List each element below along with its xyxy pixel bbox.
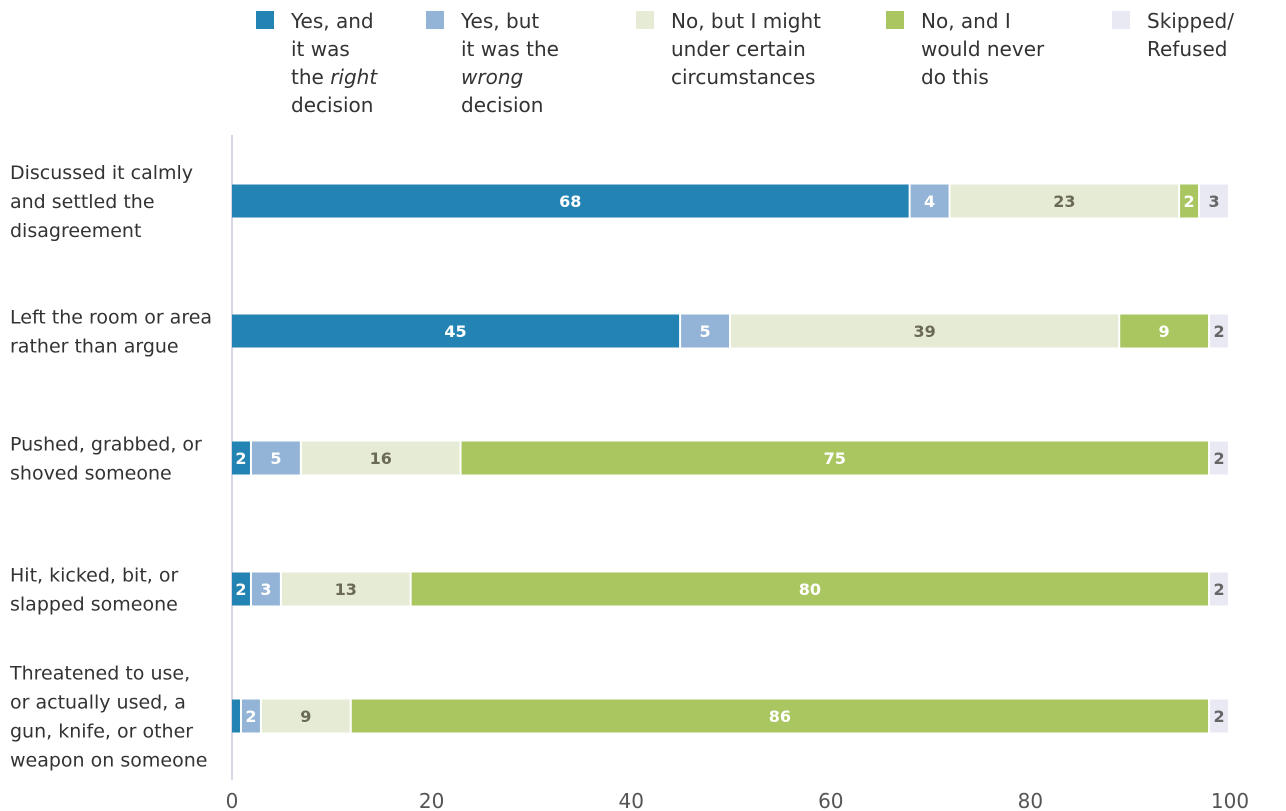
bar-value-label: 4 xyxy=(924,192,935,211)
bar-segment xyxy=(232,314,680,348)
bar-value-label: 75 xyxy=(824,449,846,468)
legend-swatch xyxy=(886,11,904,29)
bar-segment xyxy=(1210,441,1228,475)
legend-item-1: Yes, and it was the right decision xyxy=(256,9,378,117)
category-label-left-the-room-or-area: Left the room or area rather than argue xyxy=(10,307,212,358)
bar-segment xyxy=(351,699,1209,733)
bar-value-label: 3 xyxy=(260,580,271,599)
bar-segment xyxy=(1200,184,1228,218)
bar-value-label: 5 xyxy=(699,322,710,341)
bar-segment xyxy=(232,441,250,475)
bar-value-label: 2 xyxy=(1213,707,1224,726)
bar-value-label: 13 xyxy=(335,580,357,599)
legend-swatch xyxy=(1112,11,1130,29)
bar-value-label: 2 xyxy=(1213,449,1224,468)
x-tick-label: 0 xyxy=(226,789,239,811)
x-tick-label: 100 xyxy=(1211,789,1249,811)
bar-value-label: 68 xyxy=(559,192,581,211)
bar-segment xyxy=(232,699,240,733)
category-label-threatened-to-use: Threatened to use, or actually used, a gun… xyxy=(9,663,207,772)
x-tick-label: 40 xyxy=(618,789,643,811)
bar-value-label: 39 xyxy=(913,322,935,341)
bar-segment xyxy=(281,572,410,606)
legend-label: Skipped/Refused xyxy=(1147,9,1234,61)
legend-label: No, but I might under certain circumstance… xyxy=(671,9,821,89)
bar-value-label: 2 xyxy=(1213,322,1224,341)
x-tick-label: 60 xyxy=(818,789,843,811)
bar-value-label: 2 xyxy=(235,580,246,599)
bars: 68 4 23 2 345 5 39 9 22 5 16 75 22 3 13 80 22 9 86 2 xyxy=(232,184,1228,733)
bar-segment xyxy=(1210,314,1228,348)
bar-segment xyxy=(950,184,1179,218)
bar-segment xyxy=(251,441,300,475)
bar-row-5: 2 9 86 2 xyxy=(232,699,1228,733)
bar-value-label: 5 xyxy=(270,449,281,468)
bar-value-label: 9 xyxy=(300,707,311,726)
legend-label: Yes, but it was the wrong decision xyxy=(460,9,559,117)
bar-value-label: 16 xyxy=(370,449,392,468)
bar-segment xyxy=(910,184,949,218)
legend-item-5: Skipped/Refused xyxy=(1112,9,1234,61)
legend-swatch xyxy=(256,11,274,29)
bar-value-label: 9 xyxy=(1159,322,1170,341)
chart-legend: Yes, and it was the right decision Yes, but i… xyxy=(256,9,1234,117)
bar-segment xyxy=(731,314,1119,348)
category-label-discussed-it-calmly: Discussed it calmly and settled the disagr… xyxy=(10,162,193,242)
bar-value-label: 2 xyxy=(245,707,256,726)
bar-value-label: 45 xyxy=(444,322,466,341)
bar-segment xyxy=(1120,314,1209,348)
bar-segment xyxy=(681,314,729,348)
bar-segment xyxy=(261,699,350,733)
bar-segment xyxy=(1180,184,1199,218)
bar-segment xyxy=(251,572,280,606)
bar-row-1: 68 4 23 2 3 xyxy=(232,184,1228,218)
bar-segment xyxy=(461,441,1209,475)
legend-swatch xyxy=(636,11,654,29)
bar-value-label: 86 xyxy=(769,707,791,726)
bar-segment xyxy=(232,184,909,218)
bar-value-label: 2 xyxy=(1184,192,1195,211)
bar-segment xyxy=(232,572,250,606)
bar-value-label: 2 xyxy=(235,449,246,468)
bar-segment xyxy=(241,699,260,733)
bar-row-4: 2 3 13 80 2 xyxy=(232,572,1228,606)
bar-row-2: 45 5 39 9 2 xyxy=(232,314,1228,348)
bar-value-label: 2 xyxy=(1213,580,1224,599)
x-tick-label: 80 xyxy=(1018,789,1043,811)
category-label-hit-kicked-bit-or: Hit, kicked, bit, or slapped someone xyxy=(10,565,178,616)
bar-value-label: 3 xyxy=(1208,192,1219,211)
bar-value-label: 80 xyxy=(799,580,821,599)
legend-item-2: Yes, but it was the wrong decision xyxy=(426,9,559,117)
legend-swatch xyxy=(426,11,444,29)
bar-row-3: 2 5 16 75 2 xyxy=(232,441,1228,475)
category-label-pushed-grabbed-or: Pushed, grabbed, or shoved someone xyxy=(10,434,202,485)
bar-segment xyxy=(411,572,1209,606)
bar-value-label: 23 xyxy=(1053,192,1075,211)
bar-segment xyxy=(1210,699,1228,733)
legend-item-3: No, but I might under certain circumstance… xyxy=(636,9,821,89)
x-axis-ticks: 0 20 40 60 80 100 xyxy=(226,789,1249,811)
category-labels: Discussed it calmly and settled the disagr… xyxy=(9,162,212,772)
legend-label: Yes, and it was the right decision xyxy=(290,9,378,117)
x-tick-label: 20 xyxy=(419,789,444,811)
bar-segment xyxy=(1210,572,1228,606)
bar-segment xyxy=(301,441,460,475)
